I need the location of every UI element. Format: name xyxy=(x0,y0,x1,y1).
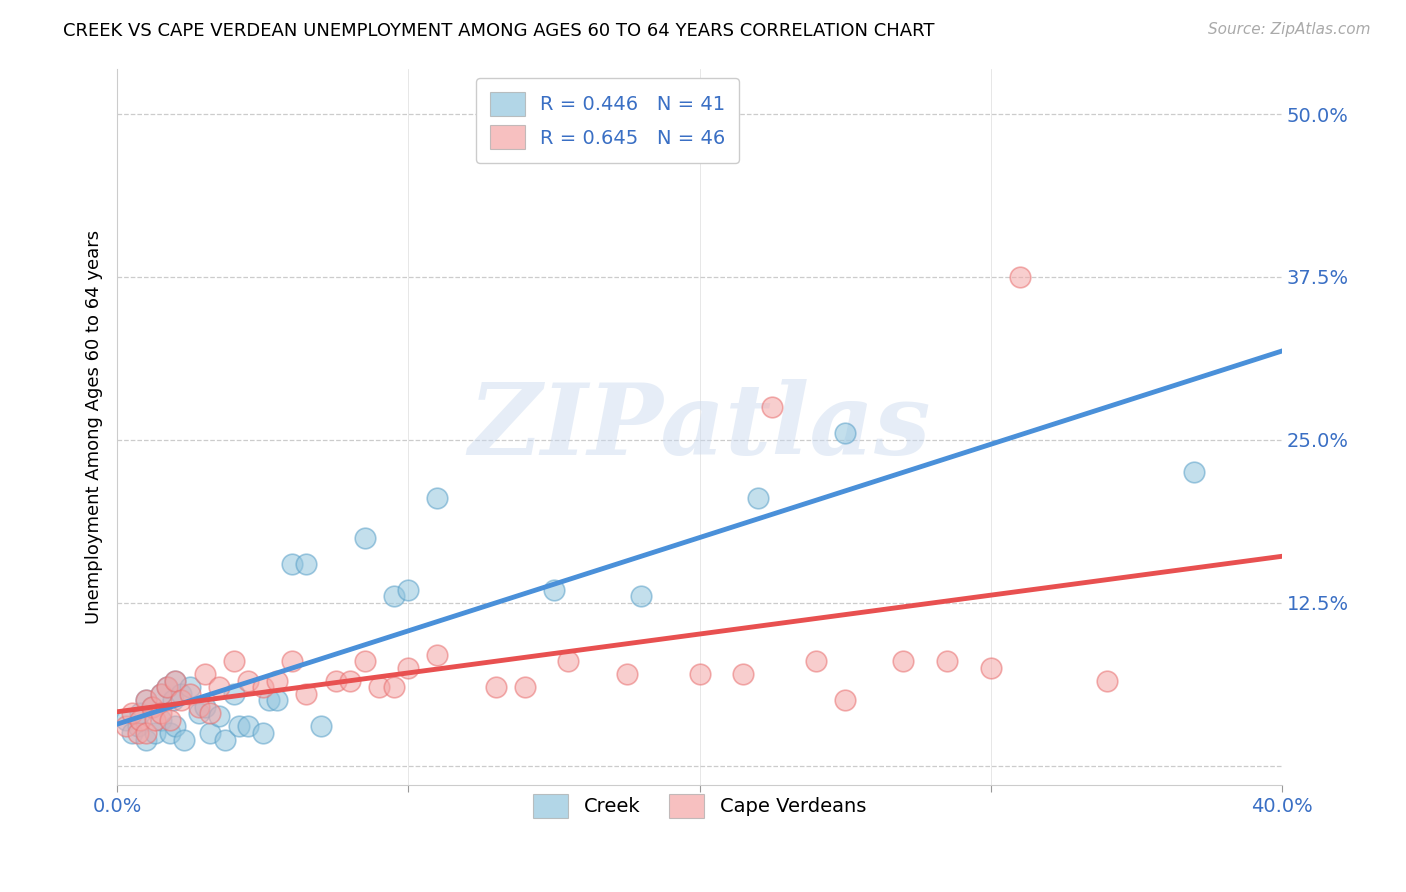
Point xyxy=(165,673,187,688)
Point xyxy=(115,713,138,727)
Point xyxy=(689,667,711,681)
Point xyxy=(630,589,652,603)
Point xyxy=(228,719,250,733)
Point xyxy=(121,726,143,740)
Point xyxy=(353,531,375,545)
Point xyxy=(733,667,755,681)
Point xyxy=(543,582,565,597)
Point xyxy=(129,713,152,727)
Point xyxy=(834,693,856,707)
Point xyxy=(295,687,318,701)
Point xyxy=(159,726,181,740)
Point xyxy=(266,693,288,707)
Point xyxy=(200,706,222,721)
Point xyxy=(1008,270,1031,285)
Point xyxy=(208,681,231,695)
Point xyxy=(396,582,419,597)
Point xyxy=(127,726,149,740)
Point xyxy=(747,491,769,506)
Point xyxy=(135,693,157,707)
Point xyxy=(162,693,184,707)
Point xyxy=(252,681,274,695)
Point xyxy=(143,713,166,727)
Legend: Creek, Cape Verdeans: Creek, Cape Verdeans xyxy=(524,786,875,826)
Point xyxy=(179,687,201,701)
Point xyxy=(165,673,187,688)
Point xyxy=(426,491,449,506)
Point xyxy=(222,654,245,668)
Point xyxy=(193,700,215,714)
Text: ZIPatlas: ZIPatlas xyxy=(468,378,931,475)
Point xyxy=(193,667,215,681)
Point xyxy=(170,687,193,701)
Point xyxy=(238,673,260,688)
Point xyxy=(309,719,332,733)
Point xyxy=(257,693,280,707)
Point xyxy=(325,673,347,688)
Point xyxy=(266,673,288,688)
Point xyxy=(891,654,914,668)
Point xyxy=(834,426,856,441)
Point xyxy=(557,654,579,668)
Point xyxy=(149,713,172,727)
Point xyxy=(222,687,245,701)
Point xyxy=(252,726,274,740)
Point xyxy=(208,709,231,723)
Point xyxy=(214,732,236,747)
Point xyxy=(187,706,209,721)
Point xyxy=(149,687,172,701)
Point xyxy=(295,557,318,571)
Point xyxy=(156,681,179,695)
Point xyxy=(281,557,304,571)
Point xyxy=(616,667,638,681)
Point xyxy=(396,661,419,675)
Text: CREEK VS CAPE VERDEAN UNEMPLOYMENT AMONG AGES 60 TO 64 YEARS CORRELATION CHART: CREEK VS CAPE VERDEAN UNEMPLOYMENT AMONG… xyxy=(63,22,935,40)
Point xyxy=(156,681,179,695)
Point xyxy=(135,732,157,747)
Point xyxy=(804,654,827,668)
Point xyxy=(761,401,783,415)
Y-axis label: Unemployment Among Ages 60 to 64 years: Unemployment Among Ages 60 to 64 years xyxy=(86,230,103,624)
Point xyxy=(141,700,163,714)
Point xyxy=(1184,466,1206,480)
Point xyxy=(980,661,1002,675)
Point xyxy=(143,726,166,740)
Point xyxy=(179,681,201,695)
Point xyxy=(353,654,375,668)
Point xyxy=(149,706,172,721)
Point xyxy=(426,648,449,662)
Point xyxy=(382,589,405,603)
Point xyxy=(170,693,193,707)
Point xyxy=(187,700,209,714)
Point xyxy=(165,719,187,733)
Point xyxy=(173,732,195,747)
Point xyxy=(238,719,260,733)
Point xyxy=(936,654,959,668)
Point xyxy=(135,693,157,707)
Point xyxy=(339,673,361,688)
Point xyxy=(129,706,152,721)
Point xyxy=(200,726,222,740)
Point xyxy=(485,681,508,695)
Point xyxy=(382,681,405,695)
Point xyxy=(121,706,143,721)
Point xyxy=(149,687,172,701)
Point xyxy=(281,654,304,668)
Point xyxy=(115,719,138,733)
Point xyxy=(368,681,391,695)
Point xyxy=(141,700,163,714)
Point xyxy=(159,713,181,727)
Text: Source: ZipAtlas.com: Source: ZipAtlas.com xyxy=(1208,22,1371,37)
Point xyxy=(135,726,157,740)
Point xyxy=(513,681,536,695)
Point xyxy=(1095,673,1118,688)
Point xyxy=(127,719,149,733)
